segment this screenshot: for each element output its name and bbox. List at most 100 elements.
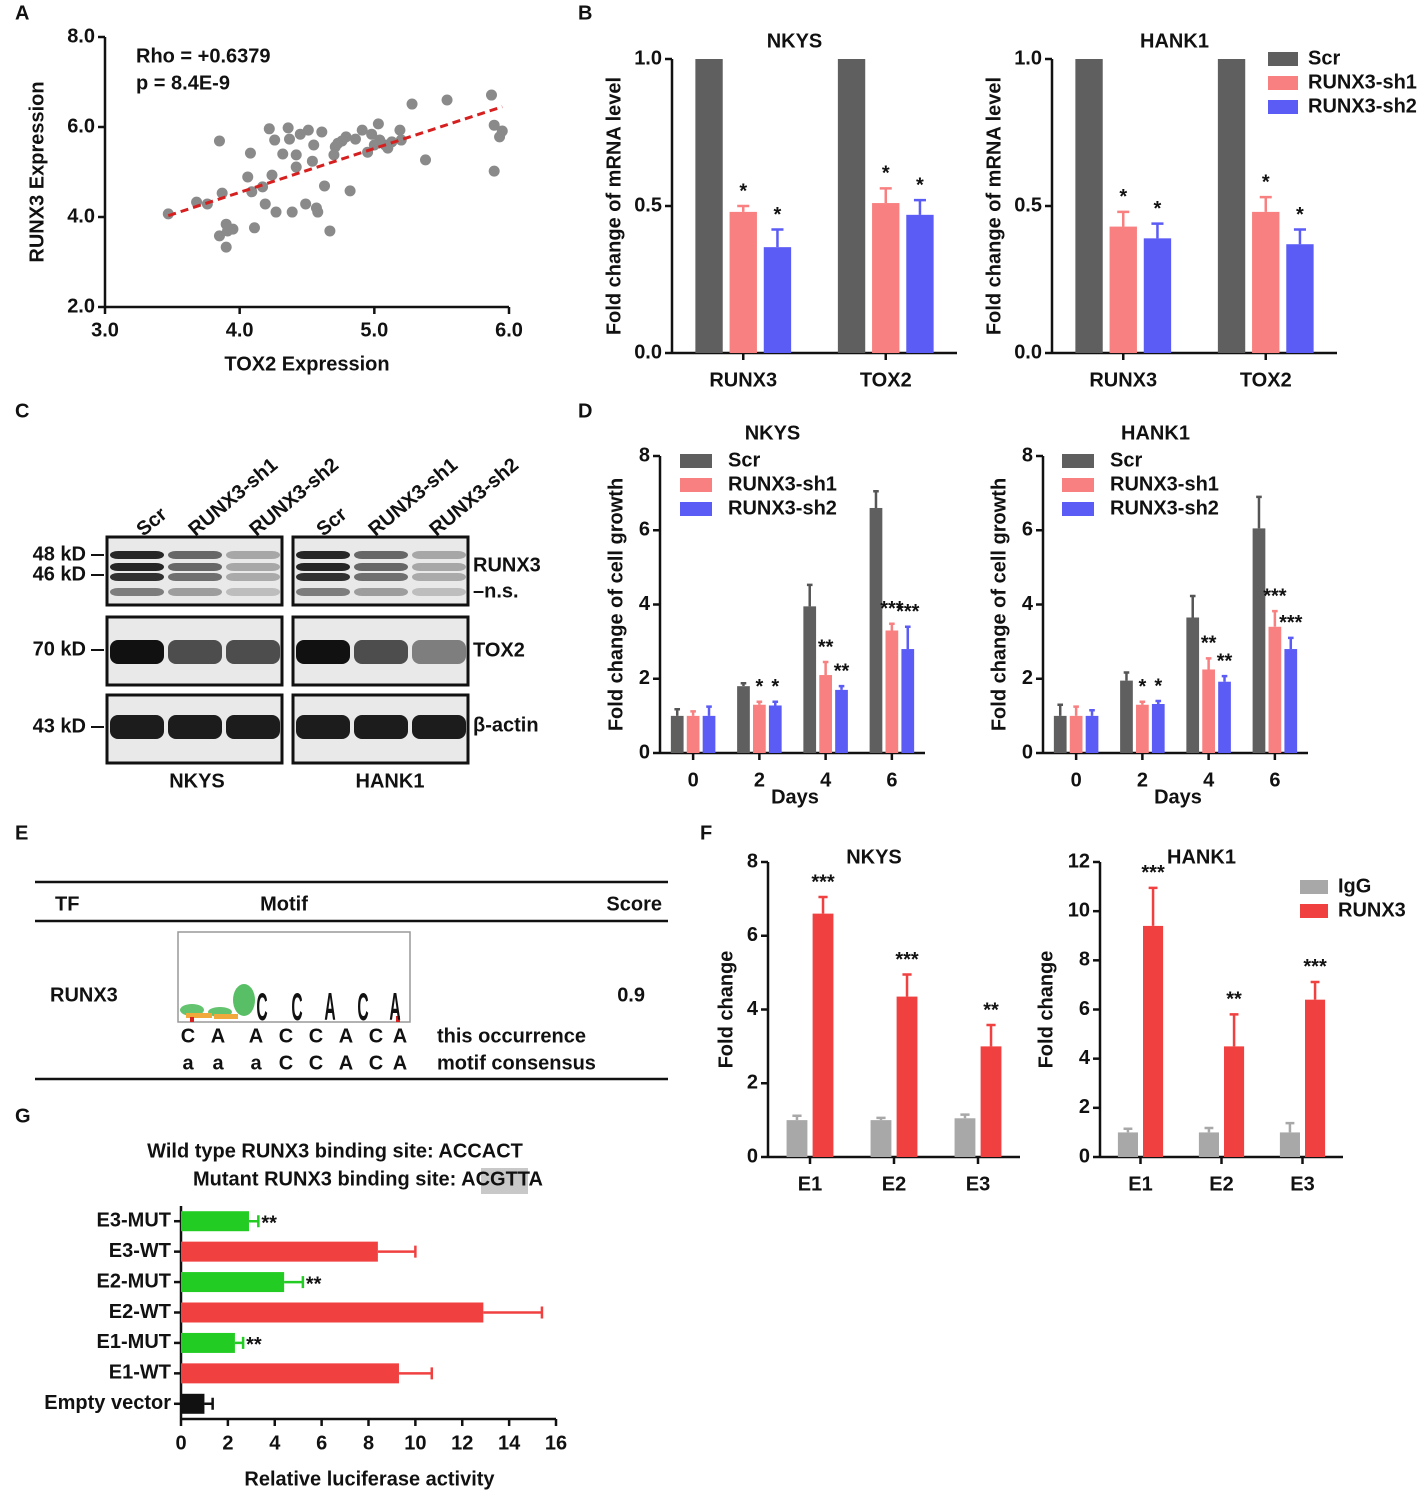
- bar: [763, 247, 792, 353]
- bar: [181, 1272, 285, 1293]
- logo-mark: [233, 984, 255, 1016]
- significance: ***: [811, 871, 835, 893]
- legend-label: Scr: [1308, 47, 1340, 69]
- logo-letter: A: [389, 986, 400, 1029]
- point: [263, 123, 275, 135]
- occurrence-letter: A: [393, 1025, 407, 1047]
- x-tick-label: TOX2: [860, 369, 912, 391]
- x-axis-label: Days: [1154, 786, 1202, 808]
- blot-band: [412, 640, 466, 664]
- x-tick-label: RUNX3: [1089, 369, 1157, 391]
- error-bar: [806, 583, 813, 607]
- significance: **: [246, 1334, 262, 1356]
- logo-letter: C: [256, 986, 267, 1029]
- x-tick-label: 2: [1137, 769, 1148, 791]
- error-bar: [1189, 594, 1196, 618]
- logo-mark: [190, 1017, 194, 1022]
- significance: ***: [1303, 956, 1327, 978]
- blot-band: [226, 551, 280, 559]
- occurrence-letter: C: [369, 1025, 383, 1047]
- legend-label: Scr: [728, 449, 760, 471]
- point: [319, 180, 331, 192]
- x-tick-label: 6.0: [495, 319, 523, 341]
- blot-band: [354, 640, 408, 664]
- point: [213, 135, 225, 147]
- blot-band: [296, 640, 350, 664]
- bar: [181, 1393, 205, 1414]
- y-tick-label: 0: [1022, 741, 1033, 763]
- y-tick-label: 10: [1068, 899, 1090, 921]
- blot-band: [168, 573, 222, 581]
- point: [302, 124, 314, 136]
- x-tick-label: E3: [1290, 1173, 1314, 1195]
- significance: *: [774, 204, 782, 226]
- y-tick-label: 4: [639, 593, 651, 615]
- significance: ***: [895, 949, 919, 971]
- y-axis-label: Fold change of mRNA level: [603, 77, 625, 335]
- significance: *: [1154, 675, 1162, 697]
- y-tick-label: 6.0: [67, 115, 95, 137]
- x-tick-label: 4: [269, 1432, 281, 1454]
- legend-label: RUNX3-sh2: [1110, 497, 1219, 519]
- bar: [837, 59, 866, 353]
- bar: [686, 715, 700, 753]
- point: [277, 148, 289, 160]
- y-tick-label: 4: [747, 998, 759, 1020]
- bar: [1252, 528, 1266, 753]
- blot-band: [412, 588, 466, 596]
- x-tick-label: 4: [820, 769, 832, 791]
- logo-letter: A: [324, 986, 335, 1029]
- consensus-letter: C: [279, 1052, 293, 1074]
- significance: ***: [1279, 612, 1303, 634]
- y-tick-label: 8.0: [67, 25, 95, 47]
- x-tick-label: 6: [886, 769, 897, 791]
- occurrence-letter: C: [181, 1025, 195, 1047]
- consensus-letter: C: [369, 1052, 383, 1074]
- panel-label: E: [15, 822, 28, 844]
- logo-mark: [214, 1014, 238, 1019]
- bar: [1218, 681, 1231, 753]
- error-bar: [1151, 222, 1164, 239]
- bar: [181, 1211, 249, 1232]
- blot-band: [354, 573, 408, 581]
- error-bar: [792, 1114, 802, 1121]
- legend-label: Scr: [1110, 449, 1142, 471]
- annotation: p = 8.4E-9: [136, 72, 230, 94]
- consensus-label: motif consensus: [437, 1052, 596, 1074]
- bar: [786, 1120, 808, 1157]
- x-tick-label: 6: [1269, 769, 1280, 791]
- bar: [1224, 1046, 1245, 1157]
- blot-band: [354, 588, 408, 596]
- y-tick-label: 6: [1022, 519, 1033, 541]
- table-header: Score: [606, 893, 662, 915]
- bar: [1085, 715, 1099, 753]
- legend-swatch: [1062, 478, 1094, 492]
- error-bar: [879, 187, 892, 204]
- blot-band: [412, 563, 466, 571]
- error-bar: [913, 198, 926, 215]
- blot-band: [226, 588, 280, 596]
- legend-label: RUNX3-sh2: [1308, 95, 1417, 117]
- consensus-letter: C: [309, 1052, 323, 1074]
- significance: *: [1138, 676, 1146, 698]
- y-axis-label: Fold change of mRNA level: [983, 77, 1005, 335]
- x-tick-label: 16: [545, 1432, 567, 1454]
- legend-label: RUNX3-sh1: [728, 473, 837, 495]
- y-tick-label: 0: [747, 1145, 758, 1167]
- point: [306, 155, 318, 167]
- x-tick-label: 0: [1071, 769, 1082, 791]
- logo-letter: C: [357, 986, 368, 1029]
- error-bar: [1293, 228, 1306, 245]
- blot-band: [296, 551, 350, 559]
- blot-band: [354, 563, 408, 571]
- error-bar: [873, 490, 879, 508]
- blot-band: [296, 573, 350, 581]
- blot-band: [226, 563, 280, 571]
- bar: [1136, 704, 1149, 753]
- blot-band: [110, 573, 164, 581]
- x-tick-label: E1: [798, 1173, 822, 1195]
- bar: [870, 1120, 892, 1157]
- mutation-highlight: [481, 1168, 528, 1194]
- x-tick-label: 2: [754, 769, 765, 791]
- point: [162, 208, 174, 220]
